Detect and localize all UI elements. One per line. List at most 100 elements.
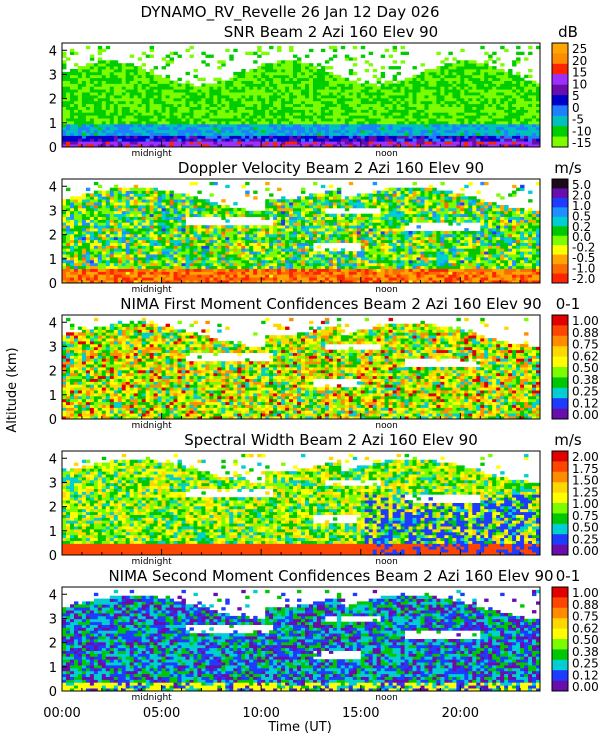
heatmap-cell (62, 63, 66, 66)
heatmap-cell (182, 228, 186, 231)
heatmap-cell (417, 127, 421, 130)
heatmap-cell (209, 243, 213, 246)
heatmap-cell (444, 78, 448, 81)
heatmap-cell (106, 266, 110, 269)
heatmap-cell (452, 141, 456, 144)
heatmap-cell (138, 95, 142, 98)
heatmap-cell (237, 92, 241, 95)
heatmap-cell (142, 248, 146, 251)
heatmap-cell (253, 248, 257, 251)
heatmap-cell (166, 138, 170, 141)
heatmap-cell (94, 214, 98, 217)
heatmap-cell (130, 225, 134, 228)
heatmap-cell (528, 92, 532, 95)
heatmap-cell (146, 251, 150, 254)
heatmap-cell (78, 72, 82, 75)
heatmap-cell (237, 104, 241, 107)
heatmap-cell (209, 127, 213, 130)
heatmap-cell (452, 92, 456, 95)
heatmap-cell (190, 83, 194, 86)
heatmap-cell (146, 127, 150, 130)
heatmap-cell (110, 266, 114, 269)
heatmap-cell (150, 69, 154, 72)
heatmap-cell (405, 121, 409, 124)
heatmap-cell (484, 98, 488, 101)
heatmap-cell (138, 214, 142, 217)
heatmap-cell (273, 127, 277, 130)
heatmap-cell (524, 101, 528, 104)
heatmap-cell (472, 89, 476, 92)
heatmap-cell (213, 182, 217, 185)
heatmap-cell (377, 101, 381, 104)
heatmap-cell (233, 115, 237, 118)
heatmap-cell (297, 78, 301, 81)
heatmap-cell (98, 222, 102, 225)
heatmap-cell (142, 254, 146, 257)
heatmap-cell (86, 211, 90, 214)
heatmap-cell (277, 266, 281, 269)
heatmap-cell (281, 107, 285, 110)
heatmap-cell (245, 191, 249, 194)
heatmap-cell (297, 104, 301, 107)
heatmap-cell (484, 92, 488, 95)
heatmap-cell (480, 72, 484, 75)
heatmap-cell (440, 115, 444, 118)
heatmap-cell (257, 89, 261, 92)
heatmap-cell (257, 240, 261, 243)
heatmap-cell (158, 130, 162, 133)
heatmap-cell (389, 107, 393, 110)
heatmap-cell (289, 89, 293, 92)
heatmap-cell (365, 118, 369, 121)
heatmap-cell (389, 118, 393, 121)
heatmap-cell (496, 121, 500, 124)
heatmap-cell (190, 46, 194, 49)
heatmap-cell (190, 208, 194, 211)
heatmap-cell (201, 52, 205, 55)
heatmap-cell (492, 141, 496, 144)
heatmap-cell (269, 92, 273, 95)
heatmap-cell (425, 107, 429, 110)
heatmap-cell (281, 269, 285, 272)
heatmap-cell (146, 86, 150, 89)
heatmap-cell (221, 101, 225, 104)
heatmap-cell (197, 274, 201, 277)
heatmap-cell (476, 115, 480, 118)
heatmap-cell (500, 86, 504, 89)
heatmap-cell (74, 52, 78, 55)
heatmap-cell (126, 248, 130, 251)
heatmap-cell (209, 240, 213, 243)
heatmap-cell (122, 263, 126, 266)
heatmap-cell (237, 121, 241, 124)
heatmap-cell (114, 225, 118, 228)
heatmap-cell (401, 81, 405, 84)
heatmap-cell (102, 228, 106, 231)
heatmap-cell (170, 266, 174, 269)
heatmap-cell (146, 121, 150, 124)
heatmap-cell (166, 89, 170, 92)
heatmap-cell (405, 101, 409, 104)
heatmap-cell (197, 199, 201, 202)
heatmap-cell (397, 121, 401, 124)
heatmap-cell (142, 118, 146, 121)
heatmap-cell (225, 107, 229, 110)
heatmap-cell (249, 81, 253, 84)
heatmap-cell (134, 234, 138, 237)
heatmap-cell (126, 263, 130, 266)
heatmap-cell (209, 193, 213, 196)
heatmap-cell (261, 257, 265, 260)
heatmap-cell (233, 127, 237, 130)
heatmap-cell (166, 86, 170, 89)
heatmap-cell (82, 138, 86, 141)
heatmap-cell (456, 95, 460, 98)
heatmap-cell (170, 101, 174, 104)
heatmap-cell (126, 208, 130, 211)
heatmap-cell (440, 124, 444, 127)
heatmap-cell (269, 89, 273, 92)
heatmap-cell (122, 202, 126, 205)
heatmap-cell (444, 89, 448, 92)
heatmap-cell (110, 222, 114, 225)
heatmap-cell (237, 72, 241, 75)
heatmap-cell (190, 266, 194, 269)
heatmap-cell (245, 141, 249, 144)
heatmap-cell (492, 78, 496, 81)
